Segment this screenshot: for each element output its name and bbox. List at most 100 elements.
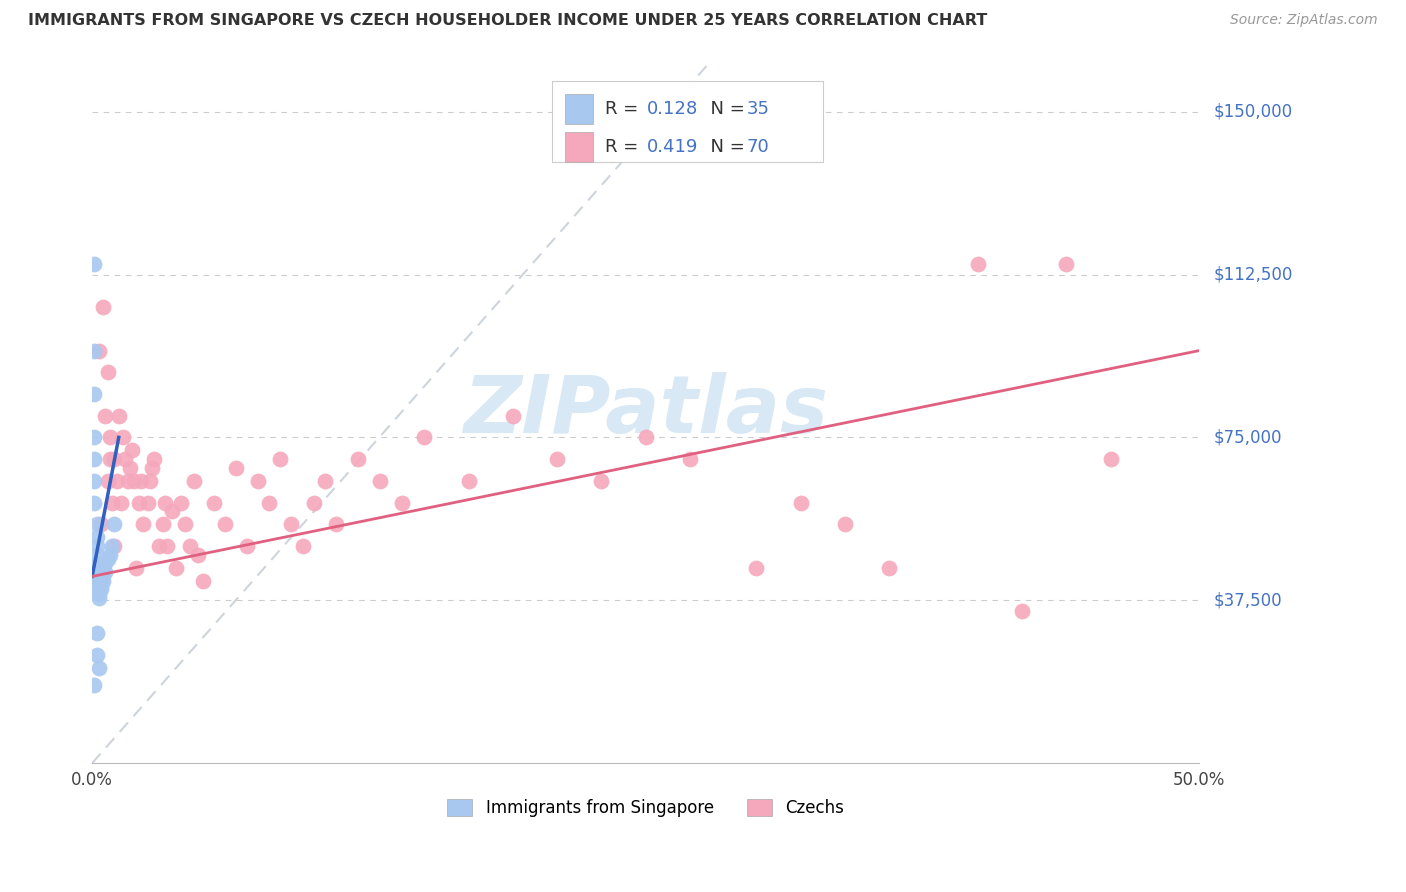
Point [174,517,197,532]
Point [214,517,236,532]
Text: ZIPatlas: ZIPatlas [463,372,828,450]
Point [87,582,110,597]
Point [87,578,110,592]
Point [97,552,120,566]
Point [139,474,162,488]
Point [165,560,187,574]
Point [87,660,110,674]
Point [413,430,436,444]
Point [259,495,281,509]
Point [98,452,121,467]
FancyBboxPatch shape [565,95,592,124]
Point [90,569,112,583]
Point [98,548,121,562]
Point [160,504,183,518]
Text: $37,500: $37,500 [1213,591,1282,609]
Point [591,474,613,488]
Point [634,430,657,444]
Text: $75,000: $75,000 [1213,428,1282,446]
FancyBboxPatch shape [551,80,823,161]
Point [302,495,325,509]
Point [679,452,702,467]
Point [90,582,112,597]
Point [83,474,105,488]
Point [107,409,129,423]
Point [103,539,125,553]
Point [136,495,159,509]
Text: R =: R = [605,100,644,118]
Point [83,257,105,271]
Point [105,474,128,488]
Point [155,495,177,509]
Point [170,495,193,509]
Text: 0.419: 0.419 [647,138,699,156]
Point [87,574,110,588]
Point [502,409,524,423]
Point [103,517,125,532]
Text: Source: ZipAtlas.com: Source: ZipAtlas.com [1230,13,1378,28]
Point [391,495,413,509]
Text: 70: 70 [747,138,769,156]
Point [91,574,114,588]
Point [236,539,259,553]
Text: $150,000: $150,000 [1213,103,1292,120]
Point [83,343,105,358]
Point [118,460,141,475]
Point [101,539,124,553]
Point [110,495,132,509]
Point [122,474,145,488]
Point [83,430,105,444]
Point [90,578,112,592]
Point [325,517,347,532]
Point [94,557,117,571]
Point [156,539,179,553]
Point [128,495,150,509]
Point [132,517,155,532]
Point [152,517,174,532]
Point [103,452,125,467]
Text: 35: 35 [747,100,769,118]
Point [86,539,108,553]
Point [117,474,139,488]
Point [86,548,108,562]
FancyBboxPatch shape [565,132,592,161]
Point [87,587,110,601]
Point [1011,604,1033,618]
Text: N =: N = [699,138,751,156]
Point [94,409,117,423]
Point [86,517,108,532]
Point [98,430,121,444]
Point [225,460,247,475]
Point [280,517,302,532]
Point [86,530,108,544]
Point [457,474,479,488]
Point [1099,452,1122,467]
Point [291,539,314,553]
Point [94,565,117,579]
Point [87,343,110,358]
Point [83,678,105,692]
Point [148,539,170,553]
Point [790,495,813,509]
Text: IMMIGRANTS FROM SINGAPORE VS CZECH HOUSEHOLDER INCOME UNDER 25 YEARS CORRELATION: IMMIGRANTS FROM SINGAPORE VS CZECH HOUSE… [28,13,987,29]
Text: 0.128: 0.128 [647,100,699,118]
Point [125,560,148,574]
Point [202,495,225,509]
Point [314,474,336,488]
Point [90,517,112,532]
Point [183,474,205,488]
Point [114,452,136,467]
Point [101,495,124,509]
Point [86,569,108,583]
Point [112,430,135,444]
Point [347,452,370,467]
Point [86,565,108,579]
Point [83,387,105,401]
Point [141,460,163,475]
Point [745,560,768,574]
Point [143,452,166,467]
Point [269,452,291,467]
Point [91,565,114,579]
Text: R =: R = [605,138,644,156]
Point [129,474,152,488]
